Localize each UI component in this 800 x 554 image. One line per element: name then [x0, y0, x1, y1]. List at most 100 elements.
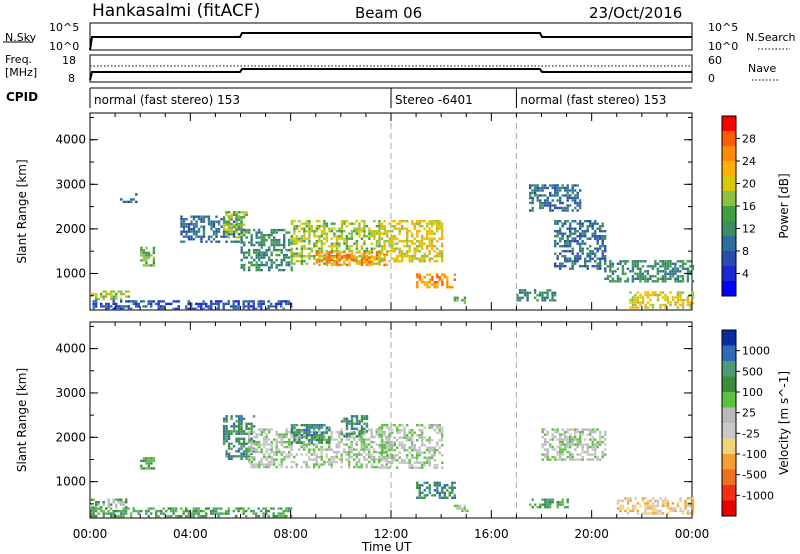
- data-cell: [649, 507, 652, 510]
- data-cell: [172, 509, 175, 513]
- data-cell: [215, 235, 218, 238]
- data-cell: [365, 263, 369, 267]
- data-cell: [290, 247, 294, 250]
- data-cell: [325, 460, 328, 464]
- data-cell: [253, 455, 256, 459]
- data-cell: [112, 501, 115, 504]
- data-cell: [581, 458, 584, 461]
- data-cell: [554, 220, 557, 223]
- data-cell: [232, 430, 236, 433]
- data-cell: [260, 243, 263, 247]
- data-cell: [308, 225, 311, 228]
- data-cell: [200, 305, 203, 308]
- data-cell: [656, 293, 660, 297]
- data-cell: [365, 430, 369, 433]
- data-cell: [248, 440, 251, 444]
- data-cell: [438, 278, 441, 281]
- data-cell: [571, 458, 574, 461]
- data-cell: [253, 465, 256, 469]
- data-cell: [202, 233, 206, 236]
- data-cell: [599, 257, 602, 260]
- data-cell: [443, 276, 446, 279]
- data-cell: [240, 246, 243, 249]
- data-cell: [428, 278, 431, 281]
- data-cell: [112, 297, 115, 301]
- data-cell: [200, 307, 203, 311]
- data-cell: [556, 430, 559, 434]
- data-cell: [358, 227, 361, 230]
- data-cell: [313, 245, 316, 248]
- data-cell: [421, 444, 424, 447]
- data-cell: [207, 220, 211, 223]
- data-cell: [202, 220, 206, 223]
- data-cell: [431, 456, 434, 459]
- data-cell: [564, 458, 567, 461]
- data-cell: [391, 235, 394, 238]
- data-cell: [526, 299, 529, 302]
- data-cell: [456, 507, 459, 510]
- data-cell: [305, 255, 309, 258]
- data-cell: [200, 514, 203, 518]
- cpid-segments: normal (fast stereo) 153 Stereo -6401 norm…: [89, 88, 666, 108]
- data-cell: [190, 514, 193, 518]
- data-cell: [441, 491, 444, 494]
- data-cell: [235, 231, 238, 234]
- data-cell: [378, 237, 381, 240]
- data-cell: [310, 227, 314, 230]
- data-cell: [330, 433, 333, 436]
- data-cell: [240, 221, 243, 224]
- data-cell: [95, 295, 98, 298]
- data-cell: [531, 191, 534, 195]
- data-cell: [192, 512, 195, 515]
- data-cell: [403, 227, 406, 230]
- data-cell: [589, 445, 592, 449]
- data-cell: [403, 449, 406, 452]
- data-cell: [579, 440, 582, 444]
- data-cell: [298, 433, 301, 436]
- data-cell: [571, 199, 574, 202]
- data-cell: [584, 232, 587, 235]
- data-cell: [242, 216, 246, 219]
- data-cell: [418, 496, 421, 499]
- data-cell: [398, 444, 401, 447]
- data-cell: [413, 257, 416, 260]
- data-cell: [631, 262, 635, 265]
- data-cell: [431, 278, 434, 281]
- data-cell: [594, 265, 597, 268]
- data-cell: [411, 429, 414, 432]
- data-cell: [217, 307, 220, 311]
- data-cell: [393, 424, 396, 427]
- data-cell: [591, 227, 594, 230]
- data-cell: [380, 435, 383, 439]
- data-cell: [616, 275, 620, 278]
- data-cell: [639, 280, 642, 283]
- data-cell: [220, 300, 223, 303]
- data-cell: [669, 270, 672, 273]
- data-cell: [599, 235, 602, 238]
- data-cell: [559, 453, 562, 456]
- data-cell: [544, 453, 547, 456]
- data-cell: [681, 291, 685, 294]
- data-cell: [305, 237, 309, 240]
- data-cell: [248, 248, 251, 252]
- data-cell: [290, 237, 294, 240]
- data-cell: [373, 440, 376, 444]
- data-cell: [604, 260, 607, 263]
- data-cell: [418, 484, 421, 487]
- data-cell: [421, 441, 424, 444]
- data-cell: [561, 503, 564, 506]
- data-region: [453, 296, 467, 304]
- data-cell: [591, 250, 594, 253]
- data-cell: [559, 267, 562, 270]
- data-cell: [378, 431, 381, 434]
- data-cell: [453, 273, 456, 276]
- data-cell: [157, 307, 160, 311]
- data-cell: [293, 242, 296, 245]
- data-cell: [398, 431, 401, 434]
- data-cell: [433, 222, 436, 225]
- data-cell: [273, 450, 276, 454]
- data-cell: [245, 450, 248, 453]
- data-cell: [426, 494, 429, 497]
- data-cell: [225, 450, 228, 453]
- data-cell: [544, 186, 547, 190]
